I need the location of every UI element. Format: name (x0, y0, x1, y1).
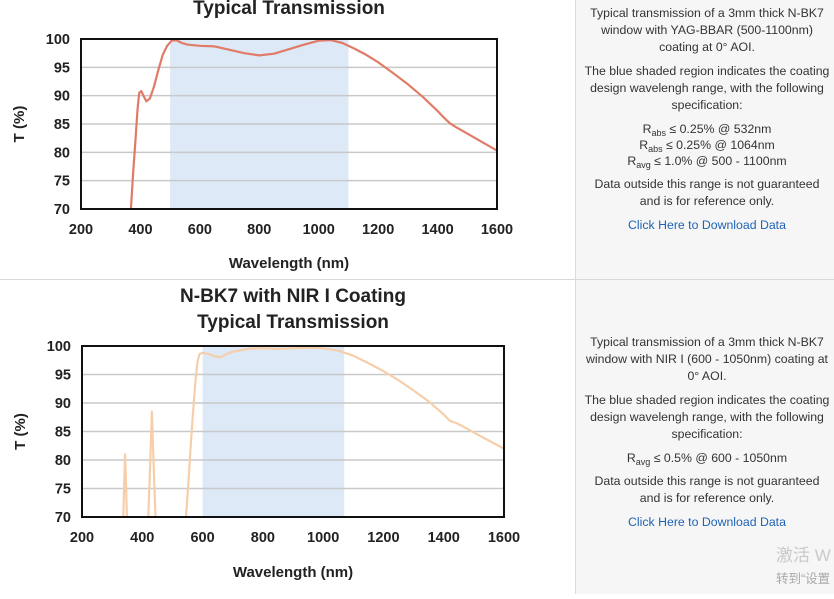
x-tick-label: 400 (130, 530, 154, 546)
y-tick-label: 75 (55, 482, 71, 498)
spec-line: Ravg ≤ 0.5% @ 600 - 1050nm (584, 450, 830, 467)
x-tick-label: 1200 (367, 530, 399, 546)
x-tick-label: 1400 (428, 530, 460, 546)
spec-subscript: abs (651, 128, 667, 138)
spec-value: ≤ 0.5% @ 600 - 1050nm (650, 451, 788, 465)
info-text-2: Typical transmission of a 3mm thick N-BK… (584, 334, 830, 538)
x-tick-label: 600 (190, 530, 214, 546)
x-tick-label: 200 (69, 222, 93, 238)
y-tick-label: 95 (55, 368, 71, 384)
transmission-curve (147, 410, 157, 517)
spec-value: ≤ 1.0% @ 500 - 1100nm (650, 154, 787, 168)
download-data-link[interactable]: Click Here to Download Data (628, 515, 786, 529)
spec-subscript: avg (635, 457, 651, 467)
y-tick-label: 80 (55, 453, 71, 469)
y-axis-label: T (%) (12, 413, 29, 450)
chart-description: Typical transmission of a 3mm thick N-BK… (586, 335, 828, 383)
spec-line: Rabs ≤ 0.25% @ 532nm (584, 121, 830, 138)
spec-symbol: R (639, 138, 649, 152)
x-tick-label: 400 (128, 222, 152, 238)
y-tick-label: 90 (55, 396, 71, 412)
chart-description: Typical transmission of a 3mm thick N-BK… (590, 6, 824, 54)
transmission-curve (122, 453, 128, 517)
x-tick-label: 800 (251, 530, 275, 546)
spec-value: ≤ 0.25% @ 1064nm (662, 138, 775, 152)
x-axis-label: Wavelength (nm) (229, 255, 349, 272)
chart-title-line: Typical Transmission (193, 0, 385, 19)
spec-symbol: R (642, 122, 652, 136)
band-note: The blue shaded region indicates the coa… (584, 393, 830, 441)
y-tick-label: 90 (54, 89, 70, 105)
transmission-curve (184, 346, 504, 517)
y-tick-label: 70 (54, 202, 70, 218)
y-tick-label: 80 (54, 145, 70, 161)
y-tick-label: 85 (55, 425, 71, 441)
spec-line: Ravg ≤ 1.0% @ 500 - 1100nm (584, 153, 830, 170)
spec-subscript: avg (636, 160, 651, 170)
x-tick-label: 1600 (488, 530, 520, 546)
x-tick-label: 600 (188, 222, 212, 238)
spec-value: ≤ 0.25% @ 532nm (666, 122, 772, 136)
spec-list: Rabs ≤ 0.25% @ 532nm Rabs ≤ 0.25% @ 1064n… (584, 121, 830, 170)
chart-row-2: N-BK7 with NIR I Coating Typical Transmis… (0, 280, 834, 594)
x-tick-label: 1600 (481, 222, 513, 238)
plot-frame (80, 38, 498, 210)
band-note: The blue shaded region indicates the coa… (584, 64, 830, 112)
info-panel-1: Typical transmission of a 3mm thick N-BK… (575, 0, 834, 279)
info-text-1: Typical transmission of a 3mm thick N-BK… (584, 5, 830, 241)
x-axis-label: Wavelength (nm) (233, 564, 353, 581)
activation-watermark-line1: 激活 W (776, 546, 831, 565)
download-data-link[interactable]: Click Here to Download Data (628, 218, 786, 232)
chart-cell-2: N-BK7 with NIR I Coating Typical Transmis… (0, 280, 575, 594)
x-tick-label: 1400 (421, 222, 453, 238)
y-tick-label: 85 (54, 117, 70, 133)
x-tick-label: 1200 (362, 222, 394, 238)
activation-watermark-line2: 转到“设置 (776, 572, 831, 586)
info-panel-2: Typical transmission of a 3mm thick N-BK… (575, 280, 834, 594)
y-tick-label: 100 (46, 32, 70, 48)
transmission-curve (129, 39, 497, 209)
y-tick-label: 75 (54, 174, 70, 190)
y-tick-label: 100 (47, 339, 71, 355)
y-tick-label: 70 (55, 510, 71, 526)
y-axis-label: T (%) (11, 106, 28, 143)
chart-title-line: N-BK7 with NIR I Coating (180, 286, 406, 307)
plot-frame (81, 345, 505, 518)
transmission-chart-nir-i: N-BK7 with NIR I Coating Typical Transmis… (12, 286, 520, 581)
x-tick-label: 200 (70, 530, 94, 546)
spec-symbol: R (627, 154, 637, 168)
disclaimer: Data outside this range is not guarantee… (594, 474, 820, 505)
x-tick-label: 800 (247, 222, 271, 238)
disclaimer: Data outside this range is not guarantee… (594, 177, 820, 208)
spec-symbol: R (626, 451, 636, 465)
chart-title-line: Typical Transmission (197, 312, 389, 333)
y-tick-label: 95 (54, 60, 70, 76)
x-tick-label: 1000 (307, 530, 339, 546)
spec-list: Ravg ≤ 0.5% @ 600 - 1050nm (584, 450, 830, 467)
x-tick-label: 1000 (303, 222, 335, 238)
spec-line: Rabs ≤ 0.25% @ 1064nm (584, 137, 830, 154)
spec-subscript: abs (648, 144, 663, 154)
